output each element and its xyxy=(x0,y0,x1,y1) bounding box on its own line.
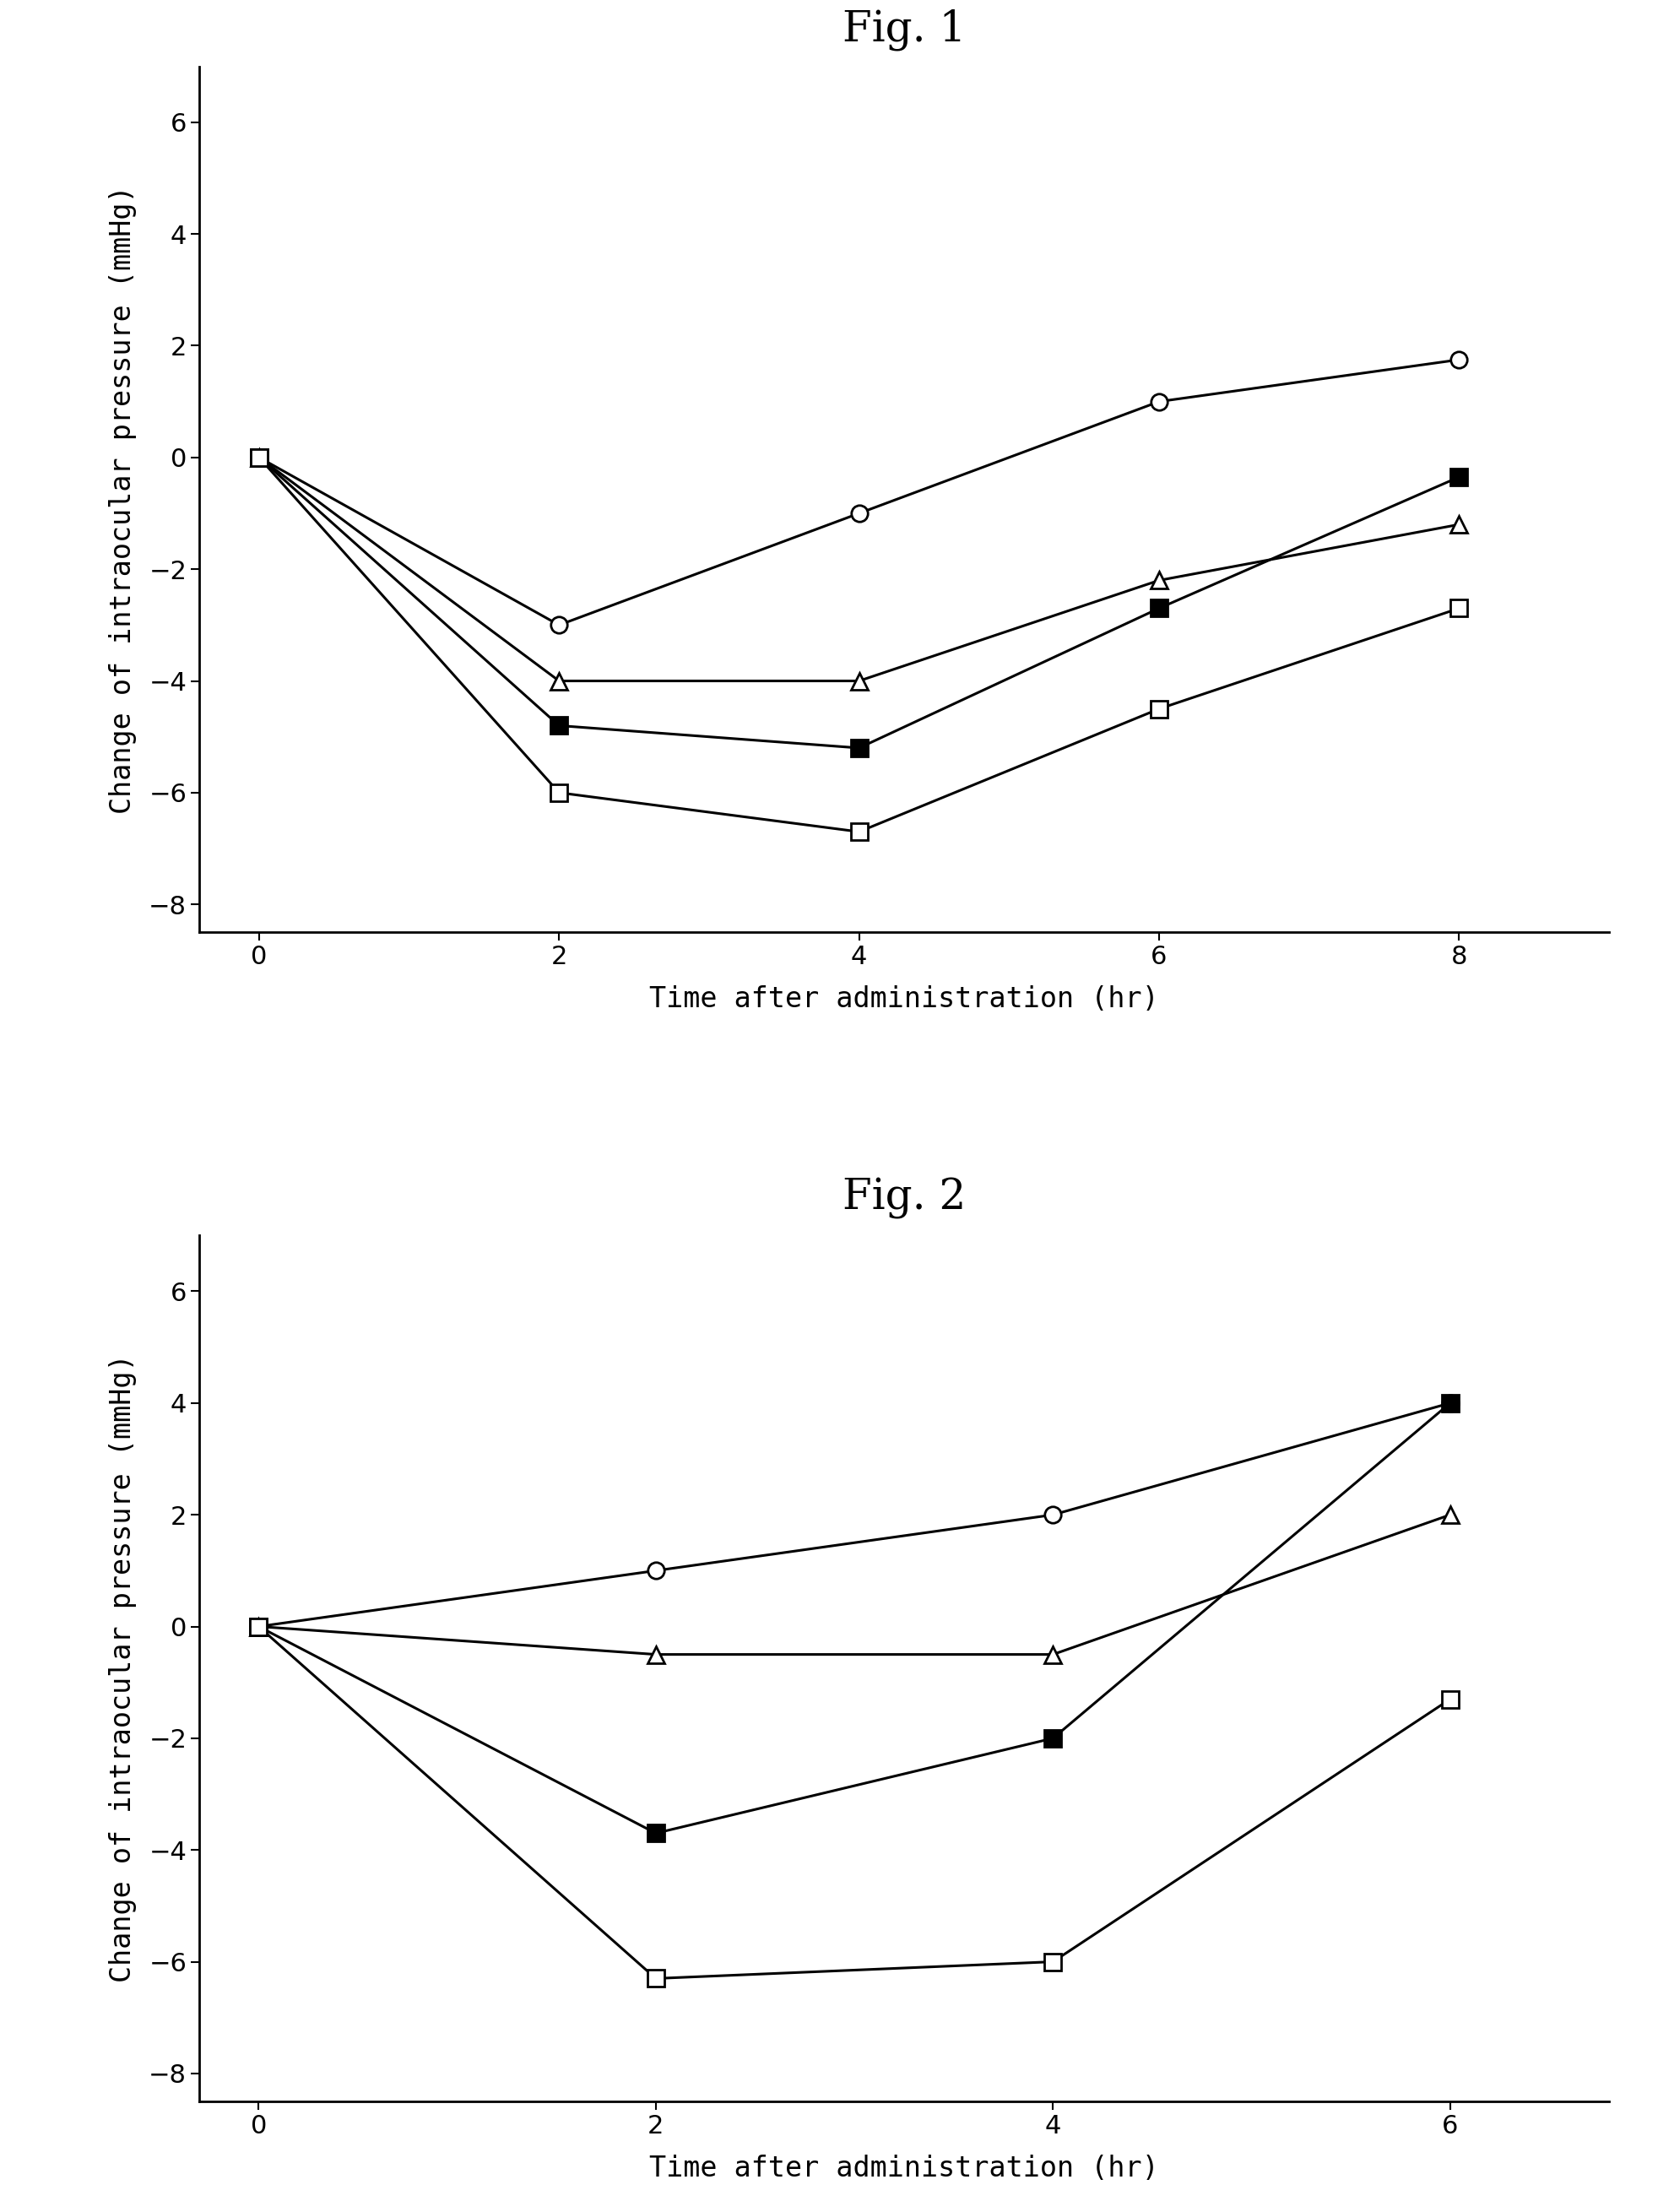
X-axis label: Time after administration (hr): Time after administration (hr) xyxy=(648,2154,1159,2183)
Title: Fig. 1: Fig. 1 xyxy=(842,9,965,51)
Y-axis label: Change of intraocular pressure (mmHg): Change of intraocular pressure (mmHg) xyxy=(109,186,138,814)
Y-axis label: Change of intraocular pressure (mmHg): Change of intraocular pressure (mmHg) xyxy=(109,1354,138,1982)
Title: Fig. 2: Fig. 2 xyxy=(842,1177,965,1219)
X-axis label: Time after administration (hr): Time after administration (hr) xyxy=(648,987,1159,1013)
